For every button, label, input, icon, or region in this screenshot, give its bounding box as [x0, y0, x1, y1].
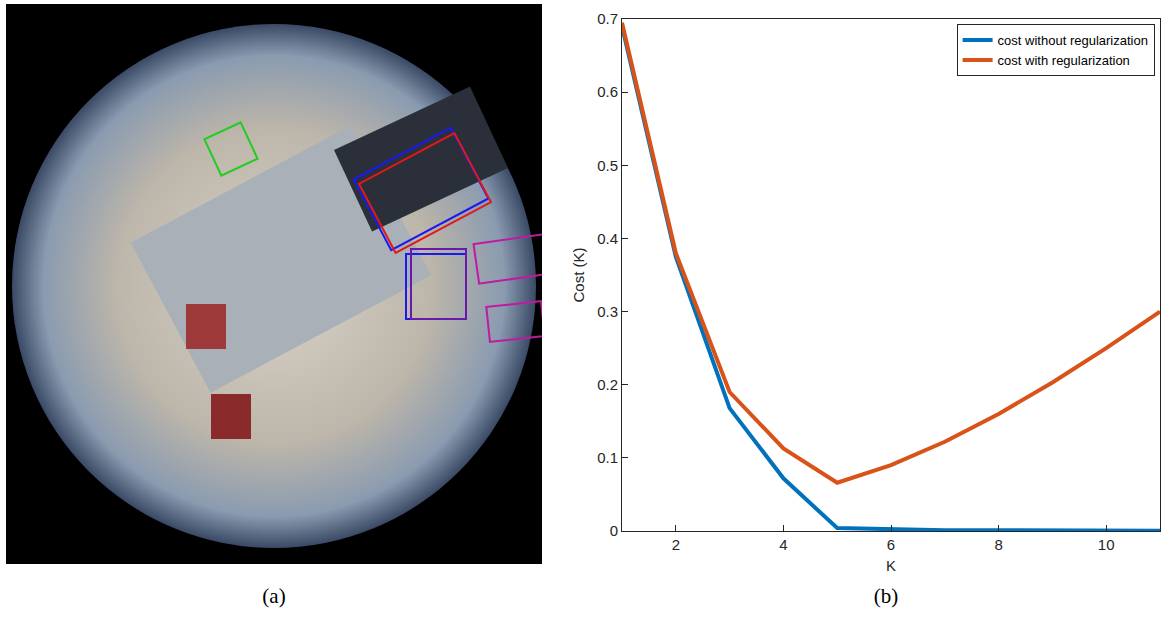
svg-text:6: 6	[887, 536, 895, 553]
svg-text:0.5: 0.5	[597, 157, 618, 174]
svg-text:8: 8	[994, 536, 1002, 553]
html-text:(b): (b)	[873, 584, 899, 608]
svg-text:0.3: 0.3	[597, 303, 618, 320]
svg-text:cost without regularization: cost without regularization	[998, 33, 1148, 48]
html-text:(a): (a)	[262, 584, 286, 608]
svg-text:0.4: 0.4	[597, 230, 618, 247]
svg-text:4: 4	[779, 536, 787, 553]
svg-text:0: 0	[610, 522, 618, 539]
svg-text:10: 10	[1098, 536, 1115, 553]
svg-text:K: K	[886, 557, 896, 574]
svg-text:0.6: 0.6	[597, 83, 618, 100]
svg-text:0.1: 0.1	[597, 449, 618, 466]
svg-text:2: 2	[672, 536, 680, 553]
svg-text:0.2: 0.2	[597, 376, 618, 393]
svg-text:cost with regularization: cost with regularization	[998, 53, 1130, 68]
svg-text:0.7: 0.7	[597, 10, 618, 27]
svg-text:Cost (K): Cost (K)	[570, 247, 587, 302]
